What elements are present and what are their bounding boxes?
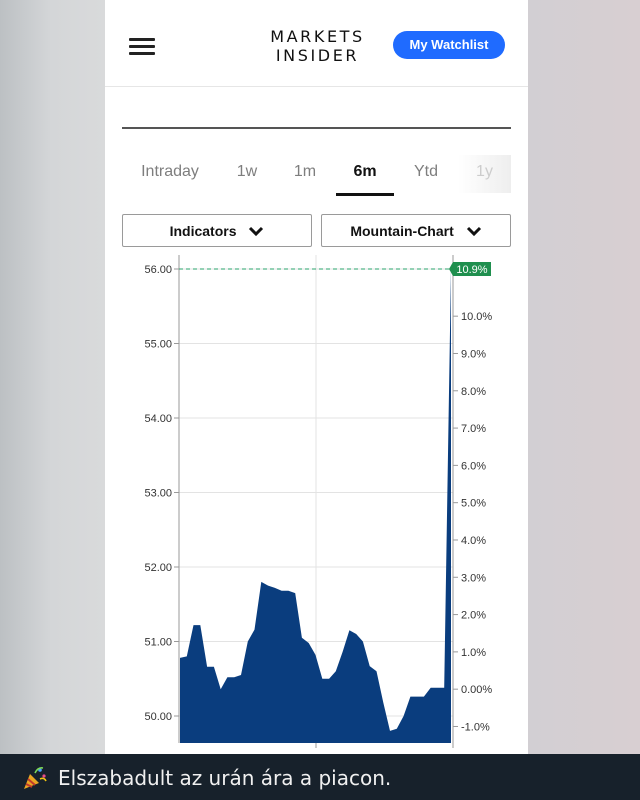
tab-1y[interactable]: 1y (458, 155, 511, 193)
site-header: MARKETS INSIDER My Watchlist (105, 0, 528, 87)
site-logo[interactable]: MARKETS INSIDER (260, 27, 375, 65)
chevron-down-icon (466, 226, 481, 237)
y-tick-label: 56.00 (144, 264, 172, 276)
last-price-marker: 10.9% (179, 262, 491, 276)
change-badge (449, 262, 491, 276)
y-tick-label: 54.00 (144, 413, 172, 425)
y2-tick-label: 5.0% (461, 498, 486, 510)
price-area (180, 269, 451, 743)
logo-line-2: INSIDER (275, 46, 360, 65)
indicators-label: Indicators (169, 223, 237, 239)
y-tick-label: 50.00 (144, 711, 172, 723)
y-tick-label: 53.00 (144, 488, 172, 500)
left-axis-ticks: 56.00 55.00 54.00 53.00 52.00 51.00 50.00 (144, 264, 179, 723)
y2-tick-label: 2.0% (461, 610, 486, 622)
y-tick-label: 51.00 (144, 637, 172, 649)
menu-icon[interactable] (129, 36, 157, 56)
tab-1m[interactable]: 1m (293, 163, 317, 180)
party-popper-icon (24, 767, 47, 789)
tab-1w[interactable]: 1w (236, 163, 258, 180)
chart-area (180, 269, 451, 743)
section-divider (122, 127, 511, 129)
y-tick-label: 55.00 (144, 339, 172, 351)
y2-tick-label: 4.0% (461, 535, 486, 547)
logo-line-1: MARKETS (270, 27, 365, 46)
y2-tick-label: 9.0% (461, 348, 486, 360)
y2-tick-label: 8.0% (461, 386, 486, 398)
news-headline[interactable]: Elszabadult az urán ára a piacon. (58, 766, 392, 790)
chart-type-dropdown[interactable]: Mountain-Chart (321, 214, 511, 247)
y2-tick-label: 6.0% (461, 460, 486, 472)
time-range-tabs: Intraday 1w 1m 6m Ytd 1y (122, 155, 511, 197)
y2-tick-label: 3.0% (461, 572, 486, 584)
tab-6m[interactable]: 6m (336, 155, 394, 196)
tab-ytd[interactable]: Ytd (413, 163, 438, 180)
chevron-down-icon (249, 226, 264, 237)
y2-tick-label: 10.0% (461, 311, 492, 323)
markets-insider-page: MARKETS INSIDER My Watchlist Intraday 1w… (105, 0, 528, 800)
indicators-dropdown[interactable]: Indicators (122, 214, 312, 247)
y2-tick-label: 0.00% (461, 684, 492, 696)
y2-tick-label: 1.0% (461, 647, 486, 659)
change-badge-label: 10.9% (456, 264, 487, 276)
y2-tick-label: -1.0% (461, 721, 490, 733)
price-chart[interactable]: 56.00 55.00 54.00 53.00 52.00 51.00 50.00 10.0… (105, 255, 528, 754)
y-tick-label: 52.00 (144, 562, 172, 574)
tab-intraday[interactable]: Intraday (141, 163, 199, 180)
news-ticker-bar[interactable]: Elszabadult az urán ára a piacon. (0, 754, 640, 800)
right-axis-ticks: 10.0% 9.0% 8.0% 7.0% 6.0% 5.0% 4.0% 3.0% 2.0% 1.0… (453, 311, 492, 733)
y2-tick-label: 7.0% (461, 423, 486, 435)
chart-type-label: Mountain-Chart (350, 223, 454, 239)
my-watchlist-button[interactable]: My Watchlist (393, 31, 505, 59)
